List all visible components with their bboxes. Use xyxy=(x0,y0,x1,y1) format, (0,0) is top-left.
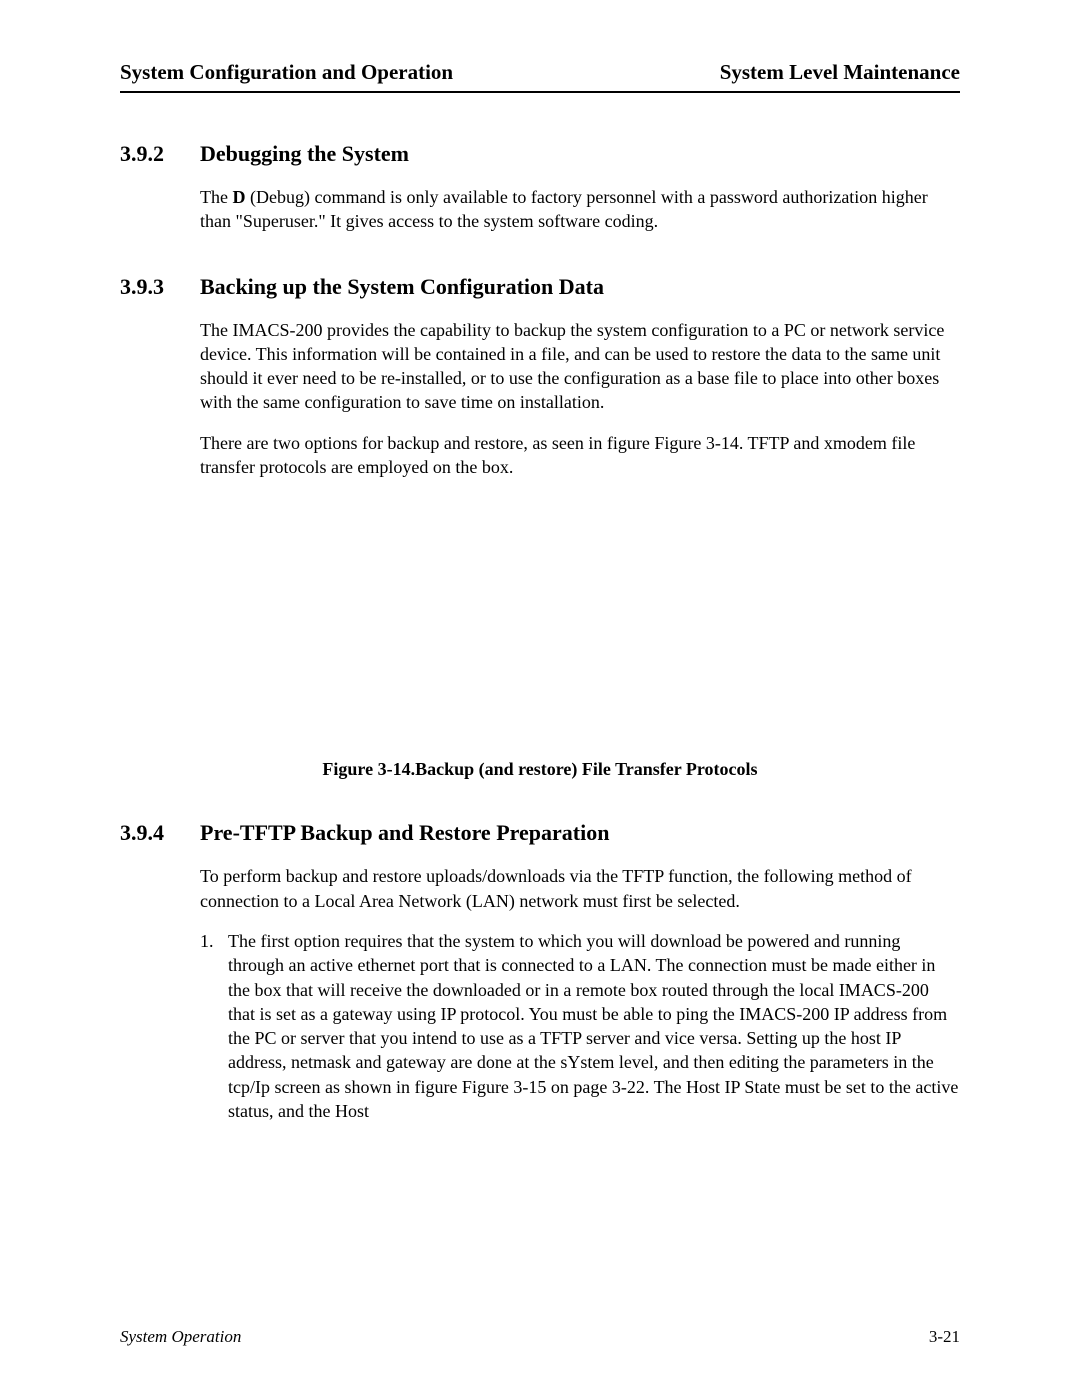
paragraph: To perform backup and restore uploads/do… xyxy=(200,864,960,913)
figure-caption: Figure 3-14.Backup (and restore) File Tr… xyxy=(120,759,960,780)
paragraph: The IMACS-200 provides the capability to… xyxy=(200,318,960,415)
section-title: Debugging the System xyxy=(200,141,409,167)
page-header: System Configuration and Operation Syste… xyxy=(120,60,960,93)
list-marker: 1. xyxy=(200,929,228,1123)
text-run: (Debug) command is only available to fac… xyxy=(200,187,928,231)
section-heading: 3.9.2 Debugging the System xyxy=(120,141,960,167)
section-heading: 3.9.3 Backing up the System Configuratio… xyxy=(120,274,960,300)
section-number: 3.9.3 xyxy=(120,274,200,300)
footer-left: System Operation xyxy=(120,1327,241,1347)
footer-right: 3-21 xyxy=(929,1327,960,1347)
section-title: Backing up the System Configuration Data xyxy=(200,274,604,300)
section-3-9-4: 3.9.4 Pre-TFTP Backup and Restore Prepar… xyxy=(120,820,960,1123)
section-title: Pre-TFTP Backup and Restore Preparation xyxy=(200,820,609,846)
header-left: System Configuration and Operation xyxy=(120,60,453,85)
paragraph: There are two options for backup and res… xyxy=(200,431,960,480)
section-3-9-3: 3.9.3 Backing up the System Configuratio… xyxy=(120,274,960,480)
section-3-9-2: 3.9.2 Debugging the System The D (Debug)… xyxy=(120,141,960,234)
list-body: The first option requires that the syste… xyxy=(228,929,960,1123)
document-page: System Configuration and Operation Syste… xyxy=(0,0,1080,1397)
ordered-list-item: 1. The first option requires that the sy… xyxy=(200,929,960,1123)
header-right: System Level Maintenance xyxy=(720,60,960,85)
section-number: 3.9.2 xyxy=(120,141,200,167)
page-footer: System Operation 3-21 xyxy=(120,1327,960,1347)
section-heading: 3.9.4 Pre-TFTP Backup and Restore Prepar… xyxy=(120,820,960,846)
bold-run: D xyxy=(232,187,245,207)
paragraph: The D (Debug) command is only available … xyxy=(200,185,960,234)
section-number: 3.9.4 xyxy=(120,820,200,846)
text-run: The xyxy=(200,187,232,207)
